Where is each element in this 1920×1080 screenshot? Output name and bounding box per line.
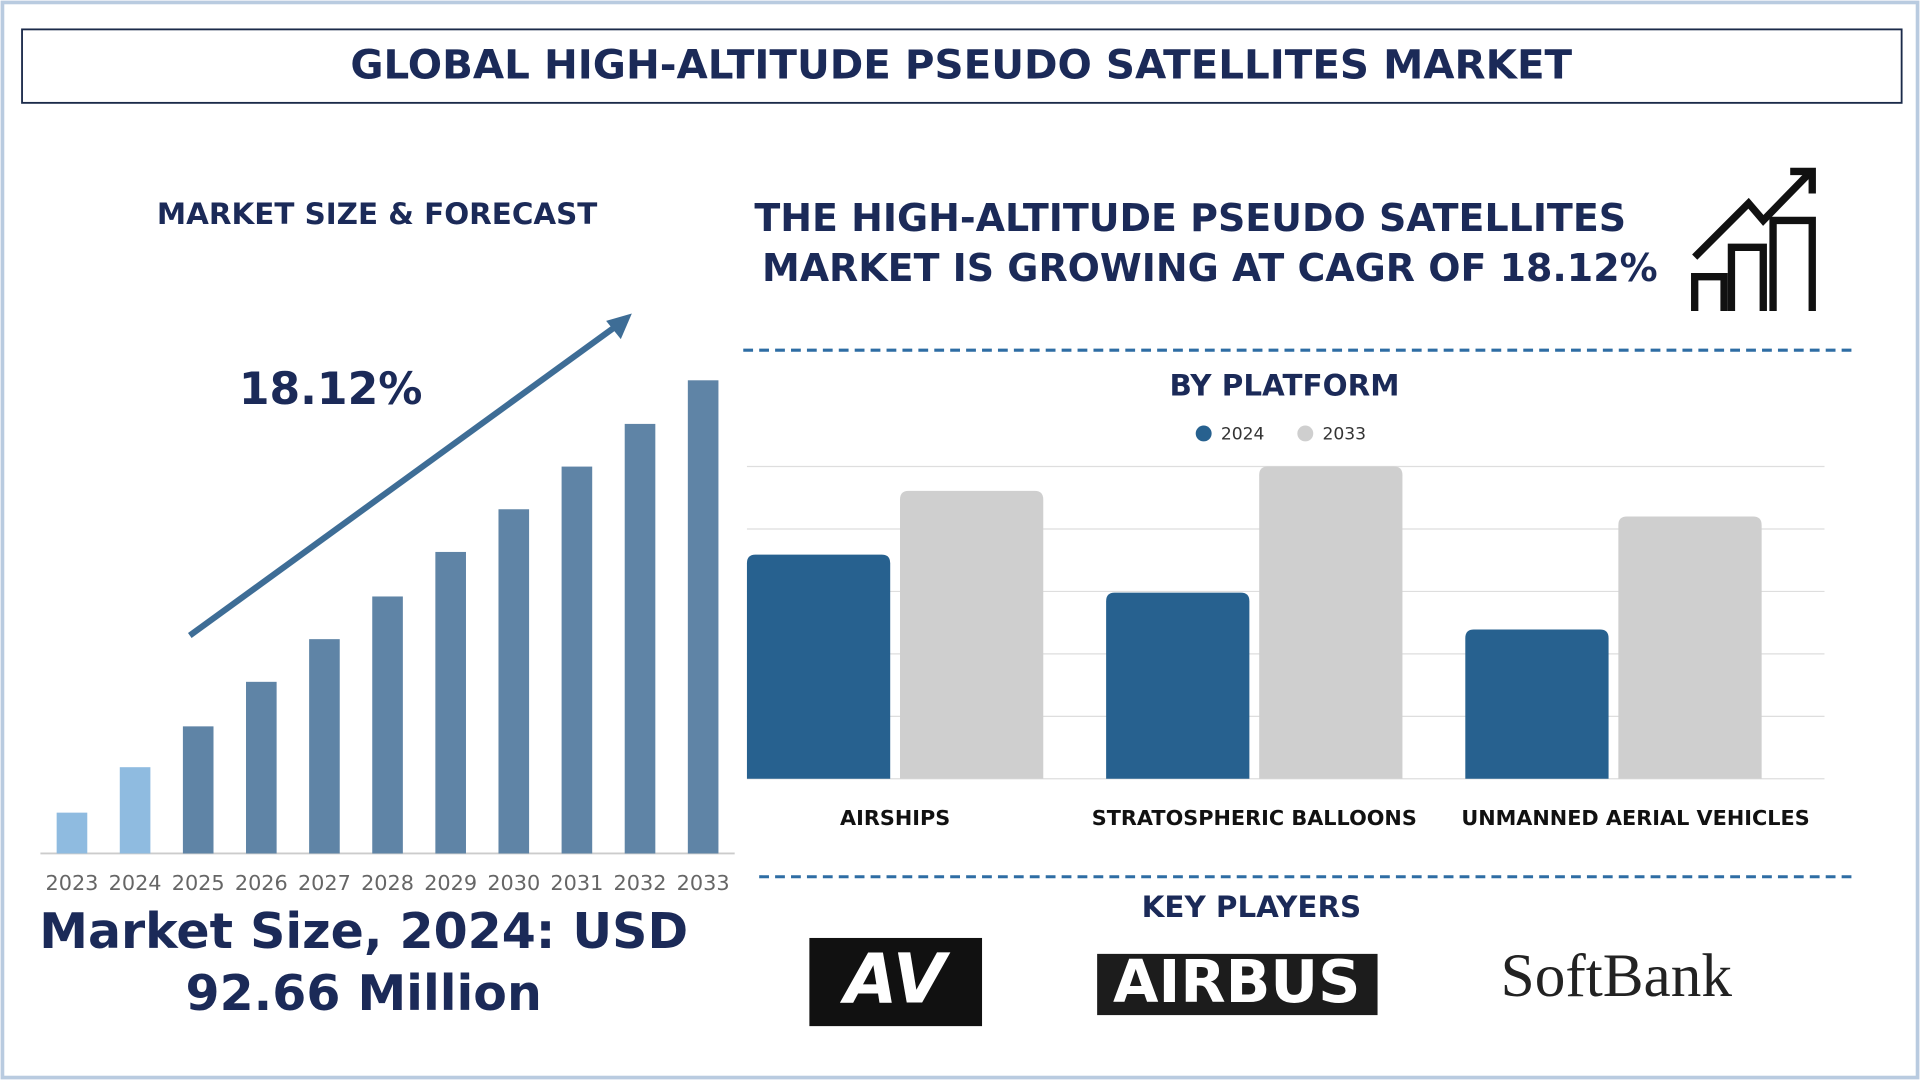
x-tick-label: 2033 (677, 871, 730, 895)
bar (746, 554, 891, 779)
x-tick-label: 2030 (487, 871, 540, 895)
logo: SoftBank (1501, 942, 1733, 1010)
x-tick-label: AIRSHIPS (840, 806, 950, 830)
chart-title: BY PLATFORM (1170, 368, 1400, 402)
x-tick-label: 2028 (361, 871, 414, 895)
x-tick-label: 2026 (235, 871, 288, 895)
legend-label: 2033 (1322, 425, 1366, 445)
bar (900, 490, 1044, 779)
x-tick-label: 2029 (424, 871, 477, 895)
bar (119, 767, 151, 854)
bar (1106, 592, 1250, 779)
headline: THE HIGH-ALTITUDE PSEUDO SATELLITES (754, 196, 1626, 240)
bar (1465, 629, 1609, 779)
legend-marker (1297, 425, 1314, 442)
page-title: GLOBAL HIGH-ALTITUDE PSEUDO SATELLITES M… (350, 40, 1572, 88)
bar (372, 596, 403, 854)
market-size: 92.66 Million (186, 965, 542, 1022)
x-tick-label: 2024 (109, 871, 162, 895)
section-title: KEY PLAYERS (1142, 890, 1362, 924)
bar (624, 423, 656, 854)
headline: MARKET IS GROWING AT CAGR OF 18.12% (762, 246, 1658, 290)
bar (182, 726, 214, 854)
bar (498, 509, 530, 854)
x-tick-label: 2025 (172, 871, 225, 895)
title-box (21, 28, 1903, 104)
logo: AV (839, 939, 950, 1019)
logo-bg (809, 937, 983, 1027)
bar (687, 380, 719, 854)
legend-marker (1195, 425, 1212, 442)
arrow-head (606, 313, 632, 340)
legend-label: 2024 (1221, 425, 1265, 445)
bar (435, 551, 466, 854)
growth-icon (1691, 167, 1816, 312)
market-size: Market Size, 2024: USD (39, 903, 688, 960)
x-tick-label: STRATOSPHERIC BALLOONS (1092, 806, 1417, 830)
bar (1618, 516, 1762, 779)
logo-bg (1097, 953, 1378, 1016)
bar (246, 681, 277, 854)
x-tick-label: 2032 (614, 871, 667, 895)
bar (309, 639, 340, 854)
cagr-annotation: 18.12% (239, 364, 423, 415)
growth-arrow (187, 322, 621, 638)
x-tick-label: 2023 (45, 871, 98, 895)
bar (1259, 466, 1403, 779)
x-tick-label: UNMANNED AERIAL VEHICLES (1461, 806, 1809, 830)
logo: AIRBUS (1113, 947, 1360, 1016)
x-tick-label: 2031 (550, 871, 603, 895)
chart-title: MARKET SIZE & FORECAST (157, 197, 597, 231)
x-tick-label: 2027 (298, 871, 351, 895)
bar (56, 812, 88, 854)
bar (561, 466, 593, 854)
